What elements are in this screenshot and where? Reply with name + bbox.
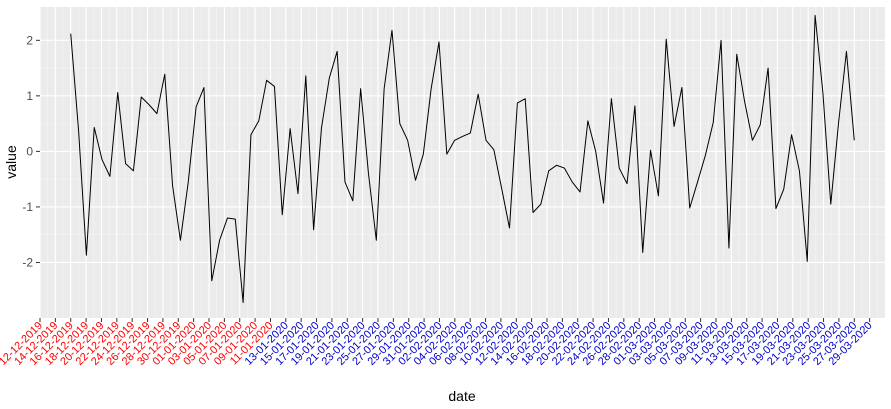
minor-gridlines [40, 7, 885, 318]
y-tick-label: -1 [22, 200, 33, 214]
major-gridlines [39, 7, 885, 318]
series-layer [70, 14, 855, 303]
y-tick-label: 0 [26, 144, 33, 158]
y-tick-label: -2 [22, 255, 33, 269]
y-axis: -2 -1 0 1 2 [22, 33, 40, 269]
series-line [70, 14, 855, 303]
y-axis-title: value [3, 145, 19, 179]
x-axis: 12-12-201914-12-201916-12-201918-12-2019… [0, 318, 875, 368]
x-axis-title: date [448, 388, 475, 404]
y-tick-label: 1 [26, 89, 33, 103]
y-tick-label: 2 [26, 33, 33, 47]
